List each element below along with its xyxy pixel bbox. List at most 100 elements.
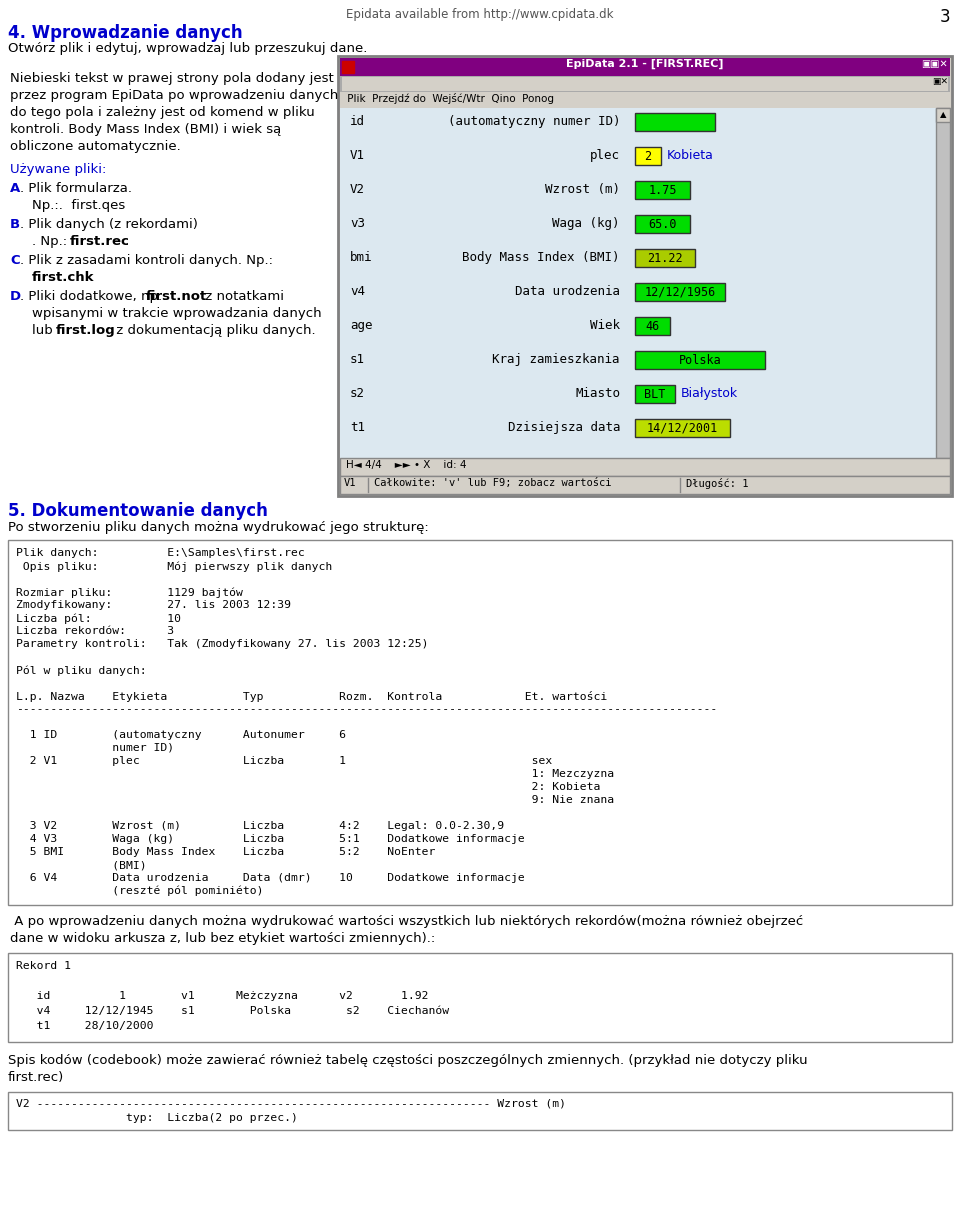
Bar: [8, 1092, 952, 1130]
Text: ▲: ▲: [940, 110, 947, 119]
Bar: [342, 61, 354, 72]
Bar: [936, 108, 950, 121]
Text: Epidata available from http://www.cpidata.dk: Epidata available from http://www.cpidat…: [347, 9, 613, 21]
Text: 21.22: 21.22: [647, 252, 683, 265]
Text: Całkowite: 'v' lub F9; zobacz wartości: Całkowite: 'v' lub F9; zobacz wartości: [374, 479, 612, 488]
Text: id          1        v1      Meżczyzna      v2       1.92: id 1 v1 Meżczyzna v2 1.92: [16, 991, 428, 1001]
Text: 1: Mezczyzna: 1: Mezczyzna: [16, 769, 614, 779]
Text: 1.75: 1.75: [648, 184, 677, 196]
Text: 5. Dokumentowanie danych: 5. Dokumentowanie danych: [8, 502, 268, 520]
Text: dane w widoku arkusza z, lub bez etykiet wartości zmiennych).:: dane w widoku arkusza z, lub bez etykiet…: [10, 933, 435, 945]
Text: V2 ------------------------------------------------------------------ Wzrost (m): V2 -------------------------------------…: [16, 1098, 566, 1108]
Text: Otwórz plik i edytuj, wprowadzaj lub przeszukuj dane.: Otwórz plik i edytuj, wprowadzaj lub prz…: [8, 42, 368, 55]
Text: 3: 3: [940, 9, 950, 26]
Text: Plik danych:          E:\Samples\first.rec: Plik danych: E:\Samples\first.rec: [16, 548, 304, 558]
Text: (reszté pól pominiéto): (reszté pól pominiéto): [16, 886, 263, 897]
Bar: [635, 283, 725, 301]
Text: 65.0: 65.0: [648, 217, 677, 231]
Text: V2: V2: [350, 183, 365, 196]
Bar: [635, 249, 695, 267]
Text: EpiData 2.1 - [FIRST.REC]: EpiData 2.1 - [FIRST.REC]: [566, 59, 724, 69]
Text: id: id: [350, 115, 365, 128]
Bar: [635, 385, 675, 402]
Text: ▣▣✕: ▣▣✕: [922, 59, 948, 69]
Text: V1: V1: [350, 148, 365, 162]
Bar: [340, 108, 936, 458]
Text: A: A: [10, 182, 20, 195]
Text: z notatkami: z notatkami: [201, 290, 284, 303]
Bar: [340, 58, 950, 76]
Text: --------------------------------------------------------------------------------: ----------------------------------------…: [16, 704, 717, 714]
Bar: [635, 215, 690, 233]
Text: 6 V4        Data urodzenia     Data (dmr)    10     Dodatkowe informacje: 6 V4 Data urodzenia Data (dmr) 10 Dodatk…: [16, 872, 525, 883]
Text: Opis pliku:          Mój pierwszy plik danych: Opis pliku: Mój pierwszy plik danych: [16, 561, 332, 572]
Bar: [635, 418, 730, 437]
Text: C: C: [10, 254, 19, 267]
Text: Miasto: Miasto: [575, 387, 620, 400]
Text: B: B: [10, 218, 20, 231]
Text: Np.:.  first.qes: Np.:. first.qes: [32, 199, 125, 212]
Text: przez program EpiData po wprowadzeniu danych: przez program EpiData po wprowadzeniu da…: [10, 90, 338, 102]
Text: . Pliki dodatkowe, np.:: . Pliki dodatkowe, np.:: [20, 290, 171, 303]
Text: z dokumentacją pliku danych.: z dokumentacją pliku danych.: [112, 324, 316, 337]
Text: first.log: first.log: [56, 324, 116, 337]
Text: Polska: Polska: [679, 353, 721, 367]
Text: Wiek: Wiek: [590, 319, 620, 333]
Text: v3: v3: [350, 217, 365, 229]
Text: lub: lub: [32, 324, 57, 337]
Text: A po wprowadzeniu danych można wydrukować wartości wszystkich lub niektórych rek: A po wprowadzeniu danych można wydrukowa…: [10, 915, 804, 928]
Text: Niebieski tekst w prawej strony pola dodany jest: Niebieski tekst w prawej strony pola dod…: [10, 72, 334, 85]
Text: .: .: [125, 236, 130, 248]
Text: 4 V3        Waga (kg)          Liczba        5:1    Dodatkowe informacje: 4 V3 Waga (kg) Liczba 5:1 Dodatkowe info…: [16, 834, 525, 844]
Text: t1     28/10/2000: t1 28/10/2000: [16, 1021, 154, 1031]
Text: 3 V2        Wzrost (m)         Liczba        4:2    Legal: 0.0-2.30,9: 3 V2 Wzrost (m) Liczba 4:2 Legal: 0.0-2.…: [16, 821, 504, 831]
Text: . Np.:: . Np.:: [32, 236, 71, 248]
Text: 1 ID        (automatyczny      Autonumer     6: 1 ID (automatyczny Autonumer 6: [16, 730, 346, 740]
Text: kontroli. Body Mass Index (BMI) i wiek są: kontroli. Body Mass Index (BMI) i wiek s…: [10, 123, 281, 136]
Text: (automatyczny numer ID): (automatyczny numer ID): [447, 115, 620, 128]
Text: L.p. Nazwa    Etykieta           Typ           Rozm.  Kontrola            Et. wa: L.p. Nazwa Etykieta Typ Rozm. Kontrola E…: [16, 691, 608, 702]
Text: 2 V1        plec               Liczba        1                           sex: 2 V1 plec Liczba 1 sex: [16, 756, 552, 766]
Text: age: age: [350, 319, 372, 333]
Text: 12/12/1956: 12/12/1956: [644, 286, 715, 298]
Text: Plik  Przejdź do  Wejść/Wtr  Qino  Ponog: Plik Przejdź do Wejść/Wtr Qino Ponog: [344, 93, 554, 104]
Text: 4. Wprowadzanie danych: 4. Wprowadzanie danych: [8, 25, 243, 42]
Text: 5 BMI       Body Mass Index    Liczba        5:2    NoEnter: 5 BMI Body Mass Index Liczba 5:2 NoEnter: [16, 847, 436, 856]
Text: 2: Kobieta: 2: Kobieta: [16, 782, 600, 791]
Bar: [635, 182, 690, 199]
Bar: [8, 953, 952, 1042]
Text: Białystok: Białystok: [681, 387, 738, 400]
Text: plec: plec: [590, 148, 620, 162]
Text: first.rec: first.rec: [70, 236, 130, 248]
Bar: [338, 56, 952, 496]
Text: obliczone automatycznie.: obliczone automatycznie.: [10, 140, 180, 153]
Bar: [635, 317, 670, 335]
Text: H◄ 4/4    ►► • X    id: 4: H◄ 4/4 ►► • X id: 4: [346, 460, 467, 470]
Text: 14/12/2001: 14/12/2001: [647, 422, 718, 434]
Text: s1: s1: [350, 353, 365, 366]
Bar: [342, 77, 948, 91]
Text: Rozmiar pliku:        1129 bajtów: Rozmiar pliku: 1129 bajtów: [16, 587, 243, 598]
Text: t1: t1: [350, 421, 365, 434]
Text: Data urodzenia: Data urodzenia: [515, 285, 620, 298]
Text: . Plik danych (z rekordami): . Plik danych (z rekordami): [20, 218, 198, 231]
Bar: [340, 458, 950, 476]
Text: Używane pliki:: Używane pliki:: [10, 163, 107, 175]
Text: Spis kodów (codebook) może zawierać również tabelę częstości poszczególnych zmie: Spis kodów (codebook) może zawierać równ…: [8, 1054, 807, 1067]
Bar: [340, 92, 950, 108]
Text: D: D: [10, 290, 21, 303]
Text: Dzisiejsza data: Dzisiejsza data: [508, 421, 620, 434]
Text: Parametry kontroli:   Tak (Zmodyfikowany 27. lis 2003 12:25): Parametry kontroli: Tak (Zmodyfikowany 2…: [16, 639, 428, 649]
Text: Waga (kg): Waga (kg): [553, 217, 620, 229]
Text: do tego pola i zależny jest od komend w pliku: do tego pola i zależny jest od komend w …: [10, 106, 315, 119]
Text: Body Mass Index (BMI): Body Mass Index (BMI): [463, 252, 620, 264]
Bar: [936, 108, 950, 458]
Text: 9: Nie znana: 9: Nie znana: [16, 795, 614, 805]
Text: v4: v4: [350, 285, 365, 298]
Text: typ:  Liczba(2 po przec.): typ: Liczba(2 po przec.): [16, 1113, 298, 1123]
Text: s2: s2: [350, 387, 365, 400]
Text: ▣✕: ▣✕: [932, 77, 948, 86]
Bar: [340, 476, 950, 494]
Text: first.not: first.not: [146, 290, 207, 303]
Bar: [635, 113, 715, 131]
